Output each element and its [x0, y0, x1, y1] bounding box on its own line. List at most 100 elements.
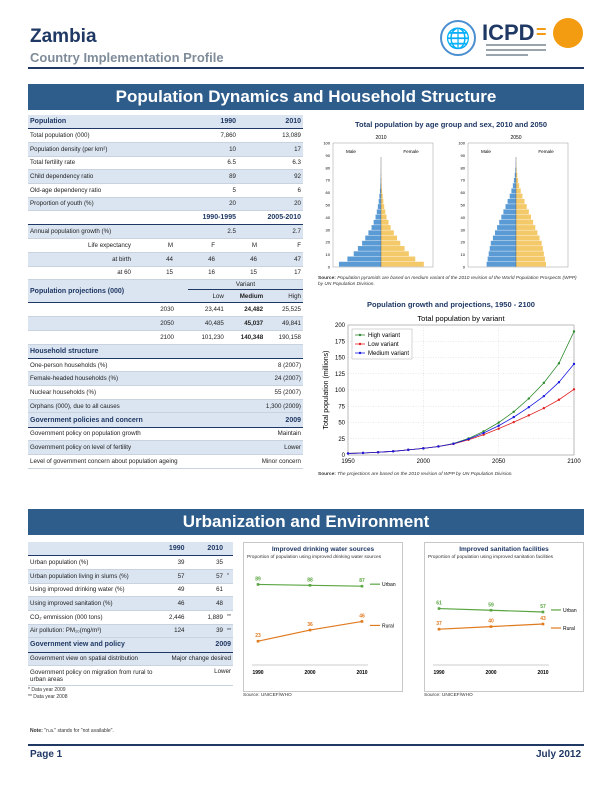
legend-label: Urban	[382, 582, 396, 588]
logo-equals: =	[536, 22, 547, 42]
projections-header: Population projections (000)	[28, 280, 188, 304]
female-bar	[516, 204, 527, 209]
data-point	[256, 583, 260, 586]
series-line	[347, 363, 575, 454]
row-value: 17	[238, 142, 303, 157]
water-panel: Improved drinking water sources Proporti…	[243, 542, 403, 692]
data-point	[572, 330, 576, 333]
row-value: 20	[178, 197, 238, 212]
source-label: Source:	[318, 276, 336, 281]
data-point	[361, 451, 365, 455]
row-label: Urban population (%)	[28, 555, 148, 570]
data-point	[437, 627, 441, 631]
section-urbanization-title: Urbanization and Environment	[28, 509, 584, 535]
row-value: 57	[148, 569, 187, 584]
age-tick: 90	[326, 153, 331, 158]
un-emblem-icon: 🌐	[440, 20, 476, 56]
male-bar	[347, 256, 381, 262]
row-label: CO₂ emmission (000 tons)	[28, 610, 148, 625]
age-tick: 90	[461, 153, 466, 158]
male-bar	[378, 198, 381, 204]
year-1990: 1990	[178, 115, 238, 130]
age-tick: 60	[326, 190, 331, 195]
gov-view-header: Government view and policy	[28, 638, 158, 653]
le-birth-label: at birth	[28, 252, 133, 267]
row-label: Annual population growth (%)	[28, 224, 178, 239]
age-tick: 20	[461, 240, 466, 245]
data-point	[527, 406, 530, 409]
female-bar	[516, 177, 519, 183]
row-value: 124	[148, 624, 187, 639]
le-head: F	[175, 238, 217, 253]
data-label: 61	[436, 601, 442, 607]
water-subtitle: Proportion of population using improved …	[247, 555, 382, 560]
female-bar	[516, 235, 540, 241]
pyramid-source: Source: Population pyramids are based on…	[318, 276, 580, 288]
proj-value: 190,158	[265, 330, 303, 345]
male-bar	[376, 209, 381, 215]
female-bar	[381, 183, 382, 189]
row-note: **	[225, 610, 233, 625]
data-point	[308, 628, 312, 632]
data-point	[308, 584, 312, 587]
projections-table: Population projections (000) Variant Low…	[28, 280, 303, 345]
male-bar	[353, 251, 381, 257]
row-note	[225, 583, 233, 598]
footnote-2008: ** Data year 2008	[28, 694, 68, 701]
y-tick-label: 175	[335, 339, 346, 345]
proj-value: 101,230	[188, 330, 226, 345]
data-label: 36	[307, 622, 313, 628]
row-value: 92	[238, 169, 303, 184]
data-label: 87	[359, 578, 365, 584]
le-head: M	[133, 238, 175, 253]
data-point	[557, 362, 561, 365]
male-bar	[499, 219, 516, 225]
data-label: 40	[488, 619, 494, 625]
household-table: Household structure One-person household…	[28, 344, 303, 414]
header-rule	[28, 67, 584, 69]
female-bar	[381, 251, 409, 257]
le-value: 15	[133, 266, 175, 281]
le-value: 46	[175, 252, 217, 267]
female-bar	[516, 193, 523, 199]
data-point	[512, 415, 515, 419]
le-value: 47	[259, 252, 303, 267]
x-tick-label: 2010	[537, 670, 548, 676]
row-note	[225, 596, 233, 611]
male-bar	[379, 193, 381, 199]
water-chart: 1990 2000 2010 89 88 87 Urban 23 36 46 Rural	[252, 576, 396, 676]
male-bar	[365, 235, 381, 241]
projection-chart: Total population by variant Total popula…	[323, 314, 581, 465]
page-date: July 2012	[536, 749, 582, 760]
age-tick: 70	[326, 178, 331, 183]
period-2: 2005-2010	[267, 214, 301, 222]
projection-source: Source: The projections are based on the…	[318, 472, 580, 478]
row-label: Government policy on population growth	[28, 427, 228, 442]
legend-label: Urban	[563, 608, 577, 614]
male-bar	[495, 230, 516, 236]
male-bar	[380, 183, 381, 189]
note-label: Note:	[30, 728, 43, 734]
male-bar	[357, 246, 381, 251]
data-point	[557, 381, 561, 384]
male-label: Male	[346, 149, 356, 154]
y-tick-label: 100	[335, 388, 346, 394]
data-point	[497, 424, 500, 427]
section-population-title: Population Dynamics and Household Struct…	[28, 84, 584, 110]
profile-subtitle: Country Implementation Profile	[30, 50, 224, 65]
proj-value: 24,482	[225, 302, 266, 318]
row-label: Female-headed households (%)	[28, 371, 238, 387]
note-text: "n.a." stands for "not available".	[44, 728, 114, 734]
variant-medium: Medium	[225, 289, 266, 304]
data-point	[360, 584, 364, 588]
row-value: 6.5	[178, 156, 238, 171]
data-label: 89	[255, 576, 261, 582]
male-bar	[513, 177, 516, 183]
row-label: Old-age dependency ratio	[28, 183, 178, 198]
row-value: 7,860	[178, 128, 238, 143]
le-value: 16	[175, 266, 217, 281]
age-tick: 50	[461, 203, 466, 208]
row-label: Child dependency ratio	[28, 169, 178, 184]
country-name: Zambia	[30, 26, 97, 47]
